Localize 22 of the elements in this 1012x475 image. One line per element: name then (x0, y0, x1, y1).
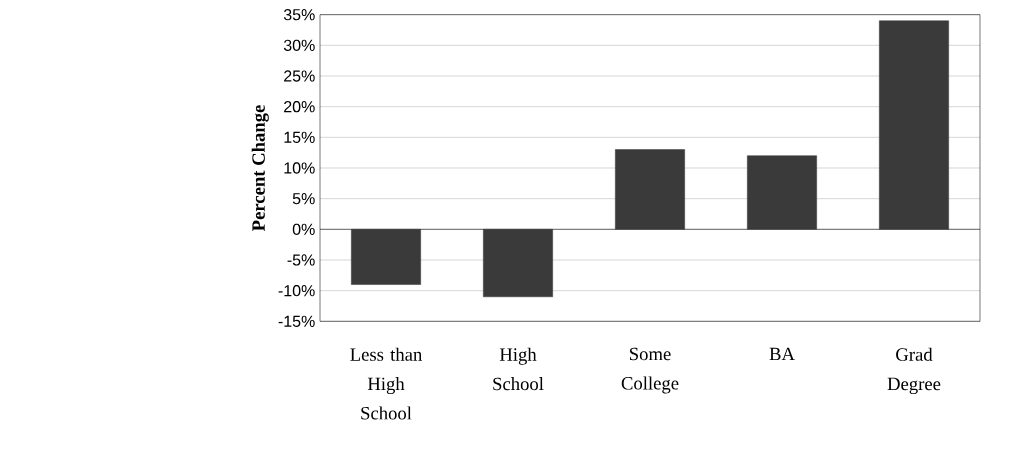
bar (351, 229, 421, 285)
x-tick-label: Some College (621, 347, 679, 394)
y-tick-label: 25% (284, 70, 315, 82)
x-tick-label: Grad Degree (887, 347, 941, 395)
y-tick-label: 15% (284, 131, 315, 144)
bar (747, 155, 817, 230)
y-tick-label: 5% (292, 193, 315, 205)
x-tick-label: High School (493, 347, 544, 391)
y-tick-label: 20% (284, 101, 315, 113)
y-tick-label: -15% (278, 315, 315, 328)
x-tick-label: Less than High School (350, 347, 423, 420)
y-axis-title: Percent Change (251, 105, 269, 232)
y-tick-label: -10% (278, 285, 315, 297)
bar (879, 20, 949, 230)
x-tick-label: BA (769, 347, 795, 361)
bar (615, 149, 685, 230)
y-tick-label: 30% (283, 39, 315, 52)
y-tick-label: -5% (287, 254, 315, 266)
bar (483, 229, 553, 298)
y-tick-label: 0% (292, 223, 315, 236)
y-tick-label: 35% (283, 9, 315, 21)
y-tick-label: 10% (284, 162, 315, 174)
